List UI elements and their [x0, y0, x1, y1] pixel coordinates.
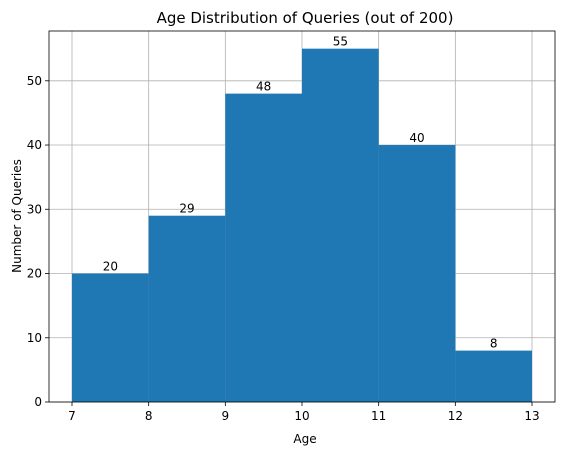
x-tick-label-13: 13	[524, 409, 539, 423]
x-tick-label-11: 11	[371, 409, 386, 423]
x-tick-label-7: 7	[68, 409, 76, 423]
plot-frame	[48, 30, 556, 403]
histogram-bar-9-10	[225, 93, 302, 403]
histogram-bar-10-11	[302, 48, 379, 403]
x-tick-label-10: 10	[294, 409, 309, 423]
histogram-bar-7-8	[72, 273, 149, 402]
y-tick-label-0: 0	[34, 395, 42, 409]
x-tick-label-9: 9	[222, 409, 230, 423]
histogram-bar-8-9	[148, 215, 226, 402]
bar-value-label-10-11: 55	[333, 35, 348, 49]
y-tick-label-50: 50	[27, 74, 42, 88]
histogram-bar-11-12	[378, 145, 456, 402]
histogram-bar-12-13	[455, 350, 532, 402]
bars-layer	[72, 48, 532, 403]
bar-value-label-8-9: 29	[179, 202, 194, 216]
bar-value-label-9-10: 48	[256, 80, 271, 94]
y-tick-label-10: 10	[27, 331, 42, 345]
bar-value-label-11-12: 40	[409, 131, 424, 145]
x-axis: 7 8 9 10 11 12 13	[68, 402, 540, 423]
y-tick-label-40: 40	[27, 138, 42, 152]
bar-value-label-12-13: 8	[490, 337, 498, 351]
data-labels-layer: 20 29 48 55 40 8	[103, 35, 498, 351]
x-tick-label-8: 8	[145, 409, 153, 423]
y-axis-label: Number of Queries	[10, 159, 24, 273]
bar-value-label-7-8: 20	[103, 260, 118, 274]
y-tick-label-30: 30	[27, 202, 42, 216]
chart-title: Age Distribution of Queries (out of 200)	[157, 9, 454, 27]
x-axis-label: Age	[293, 432, 316, 446]
y-tick-label-20: 20	[27, 267, 42, 281]
y-axis: 0 10 20 30 40 50	[27, 74, 49, 409]
x-tick-label-12: 12	[448, 409, 463, 423]
